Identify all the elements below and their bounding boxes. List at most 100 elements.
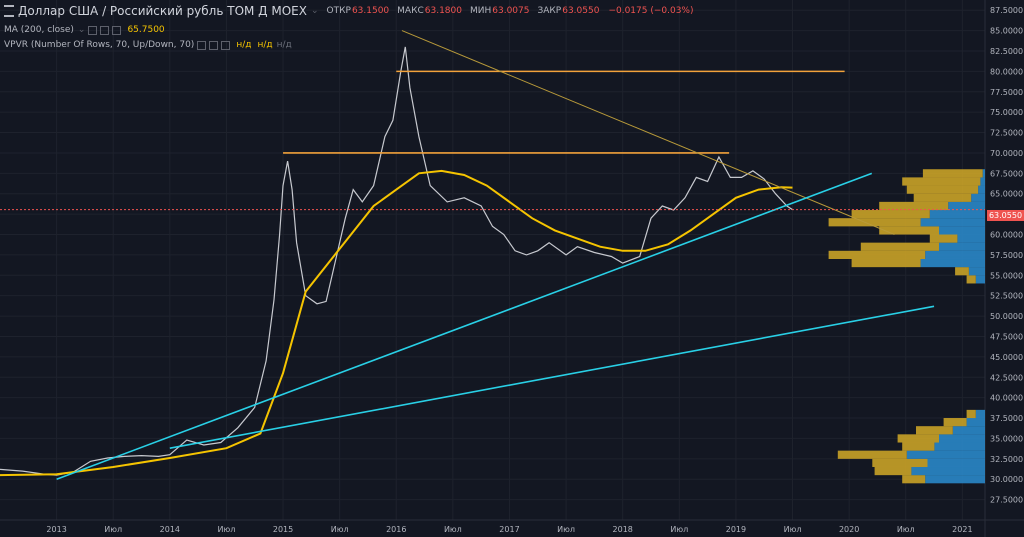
price-change: −0.0175 (−0.03%): [608, 6, 694, 16]
volume-profile-down-bar: [897, 434, 939, 443]
volume-profile-up-bar: [975, 275, 985, 284]
y-tick-label: 42.5000: [990, 373, 1023, 382]
y-tick-label: 72.5000: [990, 129, 1023, 138]
volume-profile-down-bar: [902, 442, 935, 451]
volume-profile-down-bar: [922, 169, 983, 178]
volume-profile-down-bar: [874, 466, 912, 476]
settings-icon[interactable]: [209, 40, 219, 50]
x-tick-label: 2018: [613, 525, 633, 534]
volume-profile-down-bar: [966, 409, 976, 419]
volume-profile-down-bar: [943, 418, 967, 427]
volume-profile-up-bar: [920, 258, 985, 268]
x-tick-label: Июл: [218, 525, 236, 534]
volume-profile-up-bar: [906, 450, 985, 459]
y-tick-label: 87.5000: [990, 6, 1023, 15]
x-tick-label: Июл: [897, 525, 915, 534]
menu-icon[interactable]: [4, 5, 14, 17]
y-tick-label: 30.0000: [990, 475, 1023, 484]
y-tick-label: 37.5000: [990, 414, 1023, 423]
volume-profile-down-bar: [828, 218, 921, 227]
visibility-icon[interactable]: [88, 25, 98, 35]
volume-profile-down-bar: [902, 177, 981, 186]
volume-profile-down-bar: [837, 450, 907, 459]
y-tick-label: 32.5000: [990, 455, 1023, 464]
x-tick-label: 2019: [726, 525, 746, 534]
x-tick-label: Июл: [331, 525, 349, 534]
volume-profile-down-bar: [879, 201, 949, 211]
volume-profile-down-bar: [851, 258, 921, 268]
vpvr-value-3: н/д: [276, 40, 292, 50]
volume-profile-down-bar: [916, 426, 953, 435]
y-tick-label: 40.0000: [990, 394, 1023, 403]
volume-profile-up-bar: [971, 193, 985, 202]
volume-profile-up-bar: [925, 250, 985, 260]
ma-indicator-value: 65.7500: [127, 25, 165, 35]
volume-profile-up-bar: [978, 185, 985, 194]
volume-profile-down-bar: [828, 250, 926, 260]
x-tick-label: Июл: [557, 525, 575, 534]
chevron-down-icon[interactable]: ⌄: [77, 25, 86, 35]
x-tick-label: Июл: [104, 525, 122, 534]
symbol-title[interactable]: Доллар США / Российский рубль TOM Д MOEX: [18, 4, 307, 18]
annotation-trend_down-line[interactable]: [401, 30, 895, 235]
volume-profile-up-bar: [957, 234, 985, 243]
y-tick-label: 67.5000: [990, 169, 1023, 178]
y-tick-label: 47.5000: [990, 332, 1023, 341]
visibility-icon[interactable]: [197, 40, 207, 50]
volume-profile-up-bar: [939, 242, 985, 251]
x-tick-label: 2015: [273, 525, 293, 534]
ma200-line: [0, 169, 793, 477]
vpvr-indicator-row[interactable]: VPVR (Number Of Rows, 70, Up/Down, 70) н…: [4, 40, 292, 50]
x-tick-label: 2016: [386, 525, 406, 534]
ma-indicator-row[interactable]: MA (200, close) ⌄ 65.7500: [4, 25, 165, 35]
x-tick-label: Июл: [670, 525, 688, 534]
y-tick-label: 52.5000: [990, 292, 1023, 301]
y-tick-label: 75.0000: [990, 108, 1023, 117]
volume-profile-down-bar: [902, 475, 926, 484]
close-icon[interactable]: [112, 25, 122, 35]
volume-profile-up-bar: [929, 210, 985, 219]
volume-profile-up-bar: [975, 409, 985, 419]
y-tick-label: 27.5000: [990, 496, 1023, 505]
vpvr-value-1: н/д: [236, 40, 252, 50]
vpvr-indicator-label[interactable]: VPVR (Number Of Rows, 70, Up/Down, 70): [4, 40, 195, 50]
symbol-row: Доллар США / Российский рубль TOM Д MOEX…: [4, 4, 694, 18]
volume-profile-down-bar: [913, 193, 972, 202]
volume-profile-down-bar: [879, 226, 939, 235]
volume-profile-up-bar: [952, 426, 985, 435]
y-tick-label: 57.5000: [990, 251, 1023, 260]
volume-profile-down-bar: [906, 185, 979, 194]
x-tick-label: 2013: [46, 525, 66, 534]
volume-profile-up-bar: [948, 201, 985, 211]
chevron-down-icon[interactable]: ⌄: [310, 6, 319, 16]
settings-icon[interactable]: [100, 25, 110, 35]
y-tick-label: 60.0000: [990, 231, 1023, 240]
volume-profile-up-bar: [927, 458, 985, 468]
y-tick-label: 70.0000: [990, 149, 1023, 158]
close-icon[interactable]: [221, 40, 231, 50]
vpvr-value-2: н/д: [257, 40, 273, 50]
volume-profile-down-bar: [872, 458, 928, 468]
x-tick-label: 2020: [839, 525, 859, 534]
volume-profile-down-bar: [929, 234, 958, 243]
volume-profile-down-bar: [851, 210, 930, 219]
x-tick-label: 2014: [160, 525, 180, 534]
x-tick-label: 2021: [952, 525, 972, 534]
volume-profile-up-bar: [934, 442, 985, 451]
volume-profile-down-bar: [955, 267, 969, 276]
volume-profile-down-bar: [860, 242, 939, 251]
volume-profile-up-bar: [920, 218, 985, 227]
annotation-trend_up-line[interactable]: [169, 305, 935, 450]
volume-profile-up-bar: [911, 466, 985, 476]
y-tick-label: 77.5000: [990, 88, 1023, 97]
volume-profile-up-bar: [982, 169, 985, 178]
x-tick-label: Июл: [784, 525, 802, 534]
ohlc-open: ОТКР63.1500: [326, 6, 390, 16]
ohlc-low: МИН63.0075: [469, 6, 530, 16]
volume-profile-up-bar: [925, 475, 985, 484]
volume-profile-up-bar: [980, 177, 985, 186]
annotation-trend_up-line[interactable]: [56, 172, 873, 480]
x-tick-label: Июл: [444, 525, 462, 534]
ma-indicator-label[interactable]: MA (200, close): [4, 25, 74, 35]
